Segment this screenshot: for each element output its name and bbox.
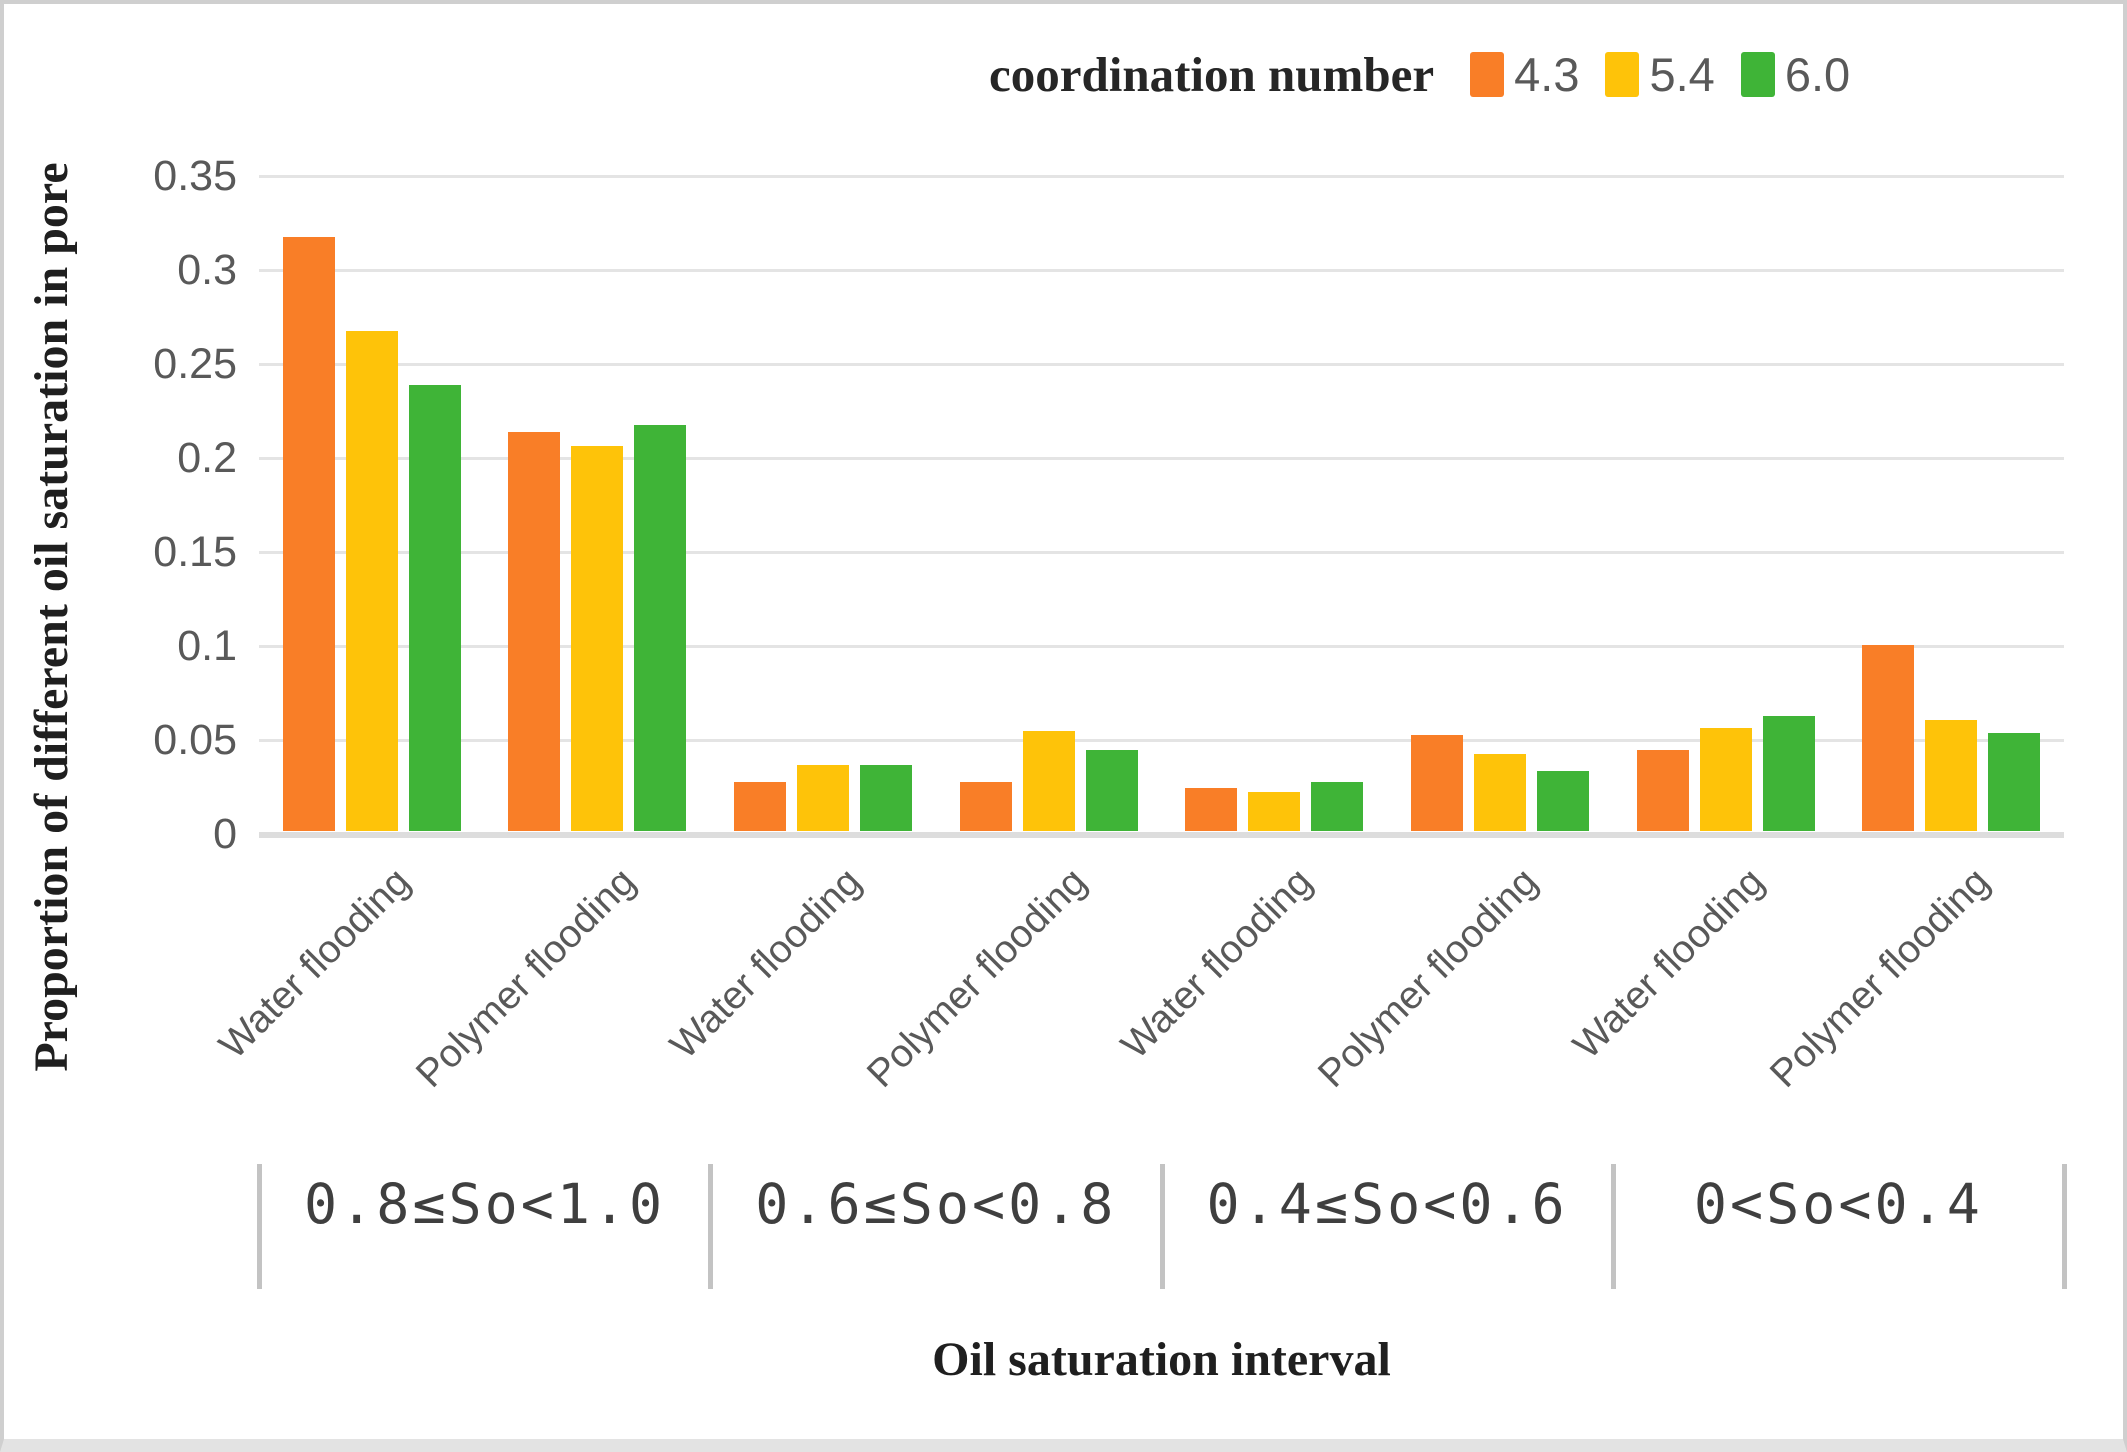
bar	[634, 424, 687, 831]
bar	[571, 445, 624, 831]
x-axis-title: Oil saturation interval	[932, 1333, 1391, 1386]
legend-swatch	[1740, 52, 1775, 97]
bar	[508, 432, 561, 831]
gridline	[259, 645, 2064, 648]
gridline	[259, 175, 2064, 178]
y-tick-label: 0.25	[153, 340, 237, 388]
interval-separator	[1610, 1164, 1616, 1289]
bar	[1988, 733, 2041, 831]
bar	[734, 782, 787, 831]
bar	[1410, 735, 1463, 831]
legend-label: 4.3	[1514, 48, 1580, 101]
y-tick-label: 0	[213, 810, 237, 858]
interval-label: 0.4≤So<0.6	[1206, 1172, 1568, 1236]
bar	[1862, 644, 1915, 831]
x-tick-label: Water flooding	[1113, 860, 1321, 1068]
plot-area: 0 0.05 0.1 0.15 0.2 0.25 0.3 0.35 Water flooding…	[153, 155, 2064, 1096]
x-tick-label: Polymer flooding	[408, 860, 644, 1096]
bar	[1762, 716, 1815, 831]
legend-swatch	[1470, 52, 1505, 97]
y-tick-label: 0.15	[153, 528, 237, 576]
x-tick-label: Water flooding	[1564, 860, 1772, 1068]
bar	[1473, 753, 1526, 831]
bar	[408, 385, 461, 831]
legend-swatch	[1605, 52, 1640, 97]
y-tick-label: 0.05	[153, 716, 237, 764]
bar	[1185, 787, 1238, 831]
legend-item: 6.0	[1740, 47, 1851, 102]
legend-items: 4.3 5.4 6.0	[1470, 47, 1850, 102]
x-tick-label: Polymer flooding	[859, 860, 1096, 1096]
bar	[1311, 782, 1364, 831]
gridline	[259, 457, 2064, 460]
gridline	[259, 551, 2064, 554]
bar	[1925, 720, 1978, 831]
bar	[1022, 731, 1075, 831]
bar	[1248, 791, 1301, 831]
interval-separator	[257, 1164, 262, 1289]
bar	[282, 236, 335, 831]
interval-label: 0<So<0.4	[1693, 1172, 1983, 1236]
gridline	[259, 269, 2064, 272]
interval-separator	[1159, 1164, 1165, 1289]
x-tick-label: Polymer flooding	[1310, 860, 1547, 1096]
bar	[959, 782, 1012, 831]
y-tick-label: 0.3	[177, 246, 237, 294]
legend-title: coordination number	[989, 47, 1435, 102]
y-axis-title: Proportion of different oil saturation i…	[25, 162, 78, 1072]
legend-item: 4.3	[1470, 47, 1579, 102]
legend-label: 6.0	[1784, 48, 1851, 101]
interval-separator	[708, 1164, 714, 1289]
bar	[1699, 727, 1752, 831]
bar	[1536, 770, 1589, 831]
interval-row: 0.8≤So<1.0 0.6≤So<0.8 0.4≤So<0.6 0<So<0.4	[257, 1164, 2067, 1289]
y-tick-label: 0.2	[177, 434, 237, 482]
interval-separator	[2062, 1164, 2067, 1289]
legend-label: 5.4	[1649, 48, 1715, 101]
gridline	[259, 363, 2064, 366]
bar	[345, 330, 398, 831]
interval-label: 0.8≤So<1.0	[304, 1172, 666, 1236]
interval-label: 0.6≤So<0.8	[755, 1172, 1117, 1236]
axis-baseline	[259, 832, 2064, 838]
gridline	[259, 739, 2064, 742]
x-tick-label: Water flooding	[211, 860, 419, 1068]
x-tick-label: Water flooding	[662, 860, 870, 1068]
bar	[797, 765, 850, 831]
x-tick-label: Polymer flooding	[1761, 860, 1998, 1096]
legend: coordination number 4.3 5.4 6.0	[989, 46, 1850, 103]
y-tick-label: 0.1	[177, 622, 237, 670]
bar	[1636, 750, 1689, 831]
y-tick-label: 0.35	[153, 152, 237, 200]
bar	[1085, 750, 1138, 831]
bar	[860, 765, 913, 831]
legend-item: 5.4	[1605, 47, 1715, 102]
